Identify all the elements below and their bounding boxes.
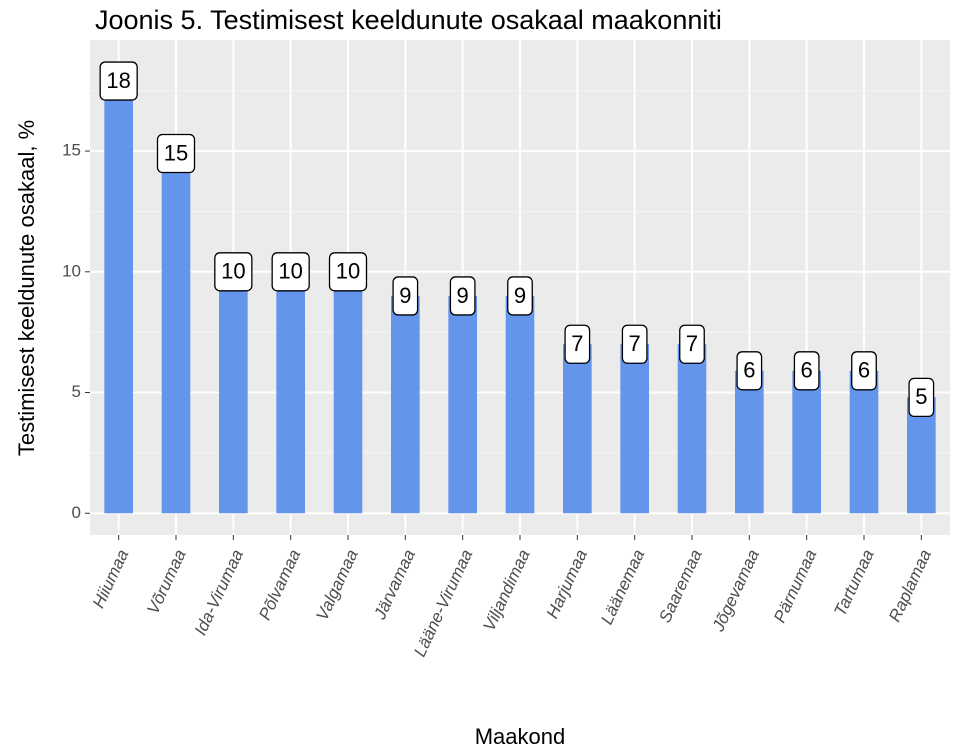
label-box bbox=[392, 276, 419, 316]
bar bbox=[792, 370, 821, 514]
data-label: 9 bbox=[514, 283, 526, 308]
data-label: 6 bbox=[743, 358, 755, 383]
x-axis-title: Maakond bbox=[475, 724, 566, 749]
y-tick-label: 5 bbox=[72, 382, 81, 401]
x-tick-label: Hiiumaa bbox=[89, 547, 133, 612]
data-label: 10 bbox=[221, 259, 245, 284]
label-box bbox=[99, 61, 138, 101]
x-tick-label: Saaremaa bbox=[655, 547, 705, 626]
data-label: 15 bbox=[164, 140, 188, 165]
y-tick-label: 0 bbox=[72, 503, 81, 522]
label-box bbox=[793, 351, 820, 391]
x-tick-label: Harjumaa bbox=[543, 547, 591, 622]
bar bbox=[849, 370, 879, 514]
label-box bbox=[564, 324, 591, 364]
x-tick-label: Läänemaa bbox=[597, 547, 648, 628]
data-label: 10 bbox=[278, 259, 302, 284]
x-tick-label: Tartumaa bbox=[830, 547, 877, 620]
x-tick-label: Lääne-Virumaa bbox=[410, 547, 476, 660]
data-label: 9 bbox=[457, 283, 469, 308]
x-tick-label: Pärnumaa bbox=[770, 547, 820, 626]
y-tick-label: 10 bbox=[62, 261, 81, 280]
bar bbox=[563, 344, 592, 514]
data-label: 9 bbox=[399, 283, 411, 308]
chart-title: Joonis 5. Testimisest keeldunute osakaal… bbox=[95, 5, 722, 35]
bar bbox=[677, 344, 707, 514]
data-label: 6 bbox=[858, 358, 870, 383]
data-label: 7 bbox=[629, 331, 641, 356]
bar bbox=[333, 271, 363, 514]
x-tick-label: Võrumaa bbox=[143, 547, 189, 618]
y-axis-title: Testimisest keeldunute osakaal, % bbox=[14, 120, 39, 456]
data-label: 6 bbox=[801, 358, 813, 383]
data-label: 7 bbox=[571, 331, 583, 356]
label-box bbox=[156, 133, 196, 174]
label-box bbox=[328, 252, 368, 292]
x-tick-label: Raplamaa bbox=[885, 547, 935, 625]
x-tick-label: Valgamaa bbox=[312, 547, 361, 624]
label-box bbox=[214, 252, 253, 292]
bar bbox=[276, 271, 305, 514]
label-box bbox=[449, 276, 476, 316]
bar bbox=[391, 295, 420, 514]
data-label: 18 bbox=[106, 68, 130, 93]
data-label: 5 bbox=[915, 384, 927, 409]
y-tick-label: 15 bbox=[62, 141, 81, 160]
label-box bbox=[271, 252, 310, 292]
data-label: 7 bbox=[686, 331, 698, 356]
x-tick-label: Jõgevamaa bbox=[708, 547, 763, 636]
bar bbox=[505, 295, 535, 514]
label-box bbox=[679, 324, 705, 364]
x-tick-label: Ida-Virumaa bbox=[191, 547, 247, 639]
x-tick-label: Viljandimaa bbox=[479, 547, 533, 634]
x-tick-label: Põlvamaa bbox=[255, 547, 304, 624]
bar bbox=[161, 153, 191, 514]
bar bbox=[104, 81, 133, 514]
bar bbox=[735, 370, 764, 514]
label-box bbox=[507, 276, 533, 316]
bar bbox=[620, 344, 649, 514]
label-box bbox=[736, 351, 763, 391]
bar bbox=[219, 271, 248, 514]
label-box bbox=[908, 377, 935, 418]
data-label: 10 bbox=[336, 259, 360, 284]
bar bbox=[448, 295, 477, 514]
label-box bbox=[621, 324, 648, 364]
x-tick-label: Järvamaa bbox=[370, 547, 419, 624]
label-box bbox=[851, 351, 877, 391]
